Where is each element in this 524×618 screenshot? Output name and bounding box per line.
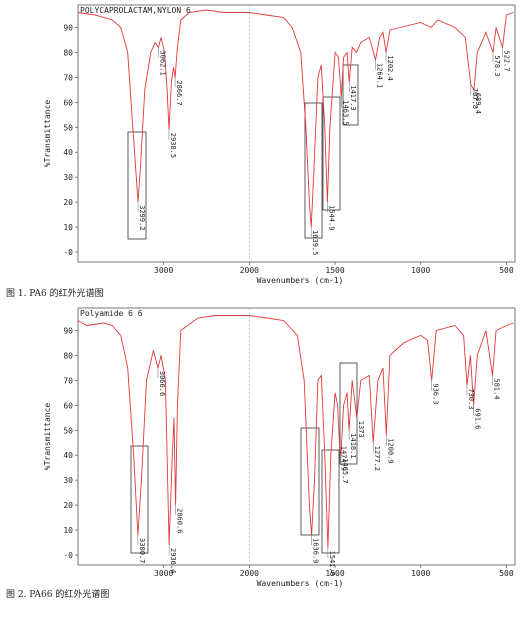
y-tick-label: 50 xyxy=(63,123,73,132)
y-tick-label: -0 xyxy=(63,248,73,257)
y-tick-label: 20 xyxy=(63,501,73,510)
peak-label: 3300.7 xyxy=(138,538,146,563)
x-tick-label: 2000 xyxy=(240,266,259,275)
peak-label: 1417.3 xyxy=(349,85,357,110)
x-tick-label: 500 xyxy=(499,266,514,275)
y-tick-label: -0 xyxy=(63,551,73,560)
y-tick-label: 40 xyxy=(63,451,73,460)
peak-label: 578.3 xyxy=(493,55,501,76)
highlight-box xyxy=(300,427,320,536)
x-tick-label: 1000 xyxy=(411,266,430,275)
x-tick-label: 1000 xyxy=(411,569,430,578)
highlight-box xyxy=(130,445,149,554)
y-tick-label: 40 xyxy=(63,148,73,157)
peak-label: 1639.5 xyxy=(311,230,319,255)
peak-label: 1463.5 xyxy=(341,100,349,125)
y-tick-label: 70 xyxy=(63,73,73,82)
peak-label: 3062.1 xyxy=(158,50,166,75)
peak-label: 1541.8 xyxy=(328,551,336,576)
peak-label: 581.4 xyxy=(492,378,500,399)
x-tick-label: 1500 xyxy=(325,266,344,275)
peak-label: 2938.5 xyxy=(169,133,177,158)
peak-label: 691.6 xyxy=(474,408,482,429)
y-tick-label: 20 xyxy=(63,198,73,207)
peak-label: 1418.1 xyxy=(349,433,357,458)
spectrum-line xyxy=(77,9,514,228)
peak-label: 522.7 xyxy=(503,50,511,71)
y-tick-label: 50 xyxy=(63,426,73,435)
chart-title: Polyamide 6 6 xyxy=(80,309,143,318)
peak-label: 1200.9 xyxy=(386,438,394,463)
y-tick-label: 90 xyxy=(63,23,73,32)
peak-label: 3066.6 xyxy=(158,371,166,396)
highlight-box xyxy=(127,131,147,240)
peak-label: 2866.7 xyxy=(175,80,183,105)
x-axis-label: Wavenumbers (cm-1) xyxy=(257,276,344,285)
peak-label: 1373 xyxy=(357,421,365,438)
y-tick-label: 80 xyxy=(63,48,73,57)
peak-label: 1474.9 xyxy=(339,446,347,471)
x-axis-label: Wavenumbers (cm-1) xyxy=(257,579,344,588)
y-tick-label: 10 xyxy=(63,526,73,535)
y-tick-label: 60 xyxy=(63,98,73,107)
figure-caption: 图 2. PA66 的红外光谱图 xyxy=(6,588,109,600)
highlight-box xyxy=(304,102,323,239)
y-tick-label: 80 xyxy=(63,351,73,360)
peak-label: 2860.6 xyxy=(176,508,184,533)
y-tick-label: 30 xyxy=(63,173,73,182)
x-tick-label: 3000 xyxy=(154,266,173,275)
y-tick-label: 30 xyxy=(63,476,73,485)
y-axis-label: %Transmittance xyxy=(43,403,52,471)
peak-label: 707.8 xyxy=(471,88,479,109)
y-axis-label: %Transmittance xyxy=(43,100,52,168)
plot-frame xyxy=(77,4,516,263)
x-tick-label: 500 xyxy=(499,569,514,578)
highlight-box xyxy=(321,449,340,554)
peak-label: 2936.4 xyxy=(169,548,177,573)
peak-label: 1636.9 xyxy=(312,538,320,563)
figure-caption: 图 1. PA6 的红外光谱图 xyxy=(6,287,104,299)
x-tick-label: 1500 xyxy=(325,569,344,578)
y-tick-label: 10 xyxy=(63,223,73,232)
x-tick-label: 2000 xyxy=(240,569,259,578)
y-tick-label: 70 xyxy=(63,376,73,385)
highlight-box xyxy=(322,96,341,211)
peak-label: 1544.9 xyxy=(327,205,335,230)
peak-label: 1277.2 xyxy=(373,446,381,471)
y-tick-label: 60 xyxy=(63,401,73,410)
peak-label: 730.3 xyxy=(467,388,475,409)
plot-frame xyxy=(77,307,516,566)
peak-label: 936.3 xyxy=(432,383,440,404)
chart-title: POLYCAPROLACTAM,NYLON 6 xyxy=(80,6,191,15)
peak-label: 3299.2 xyxy=(138,205,146,230)
x-tick-label: 3000 xyxy=(154,569,173,578)
peak-label: 1202.4 xyxy=(386,55,394,80)
peak-label: 1465.7 xyxy=(341,458,349,483)
peak-label: 1264.1 xyxy=(375,63,383,88)
y-tick-label: 90 xyxy=(63,326,73,335)
spectrum-line xyxy=(77,315,514,548)
peak-label: 689.4 xyxy=(474,93,482,114)
